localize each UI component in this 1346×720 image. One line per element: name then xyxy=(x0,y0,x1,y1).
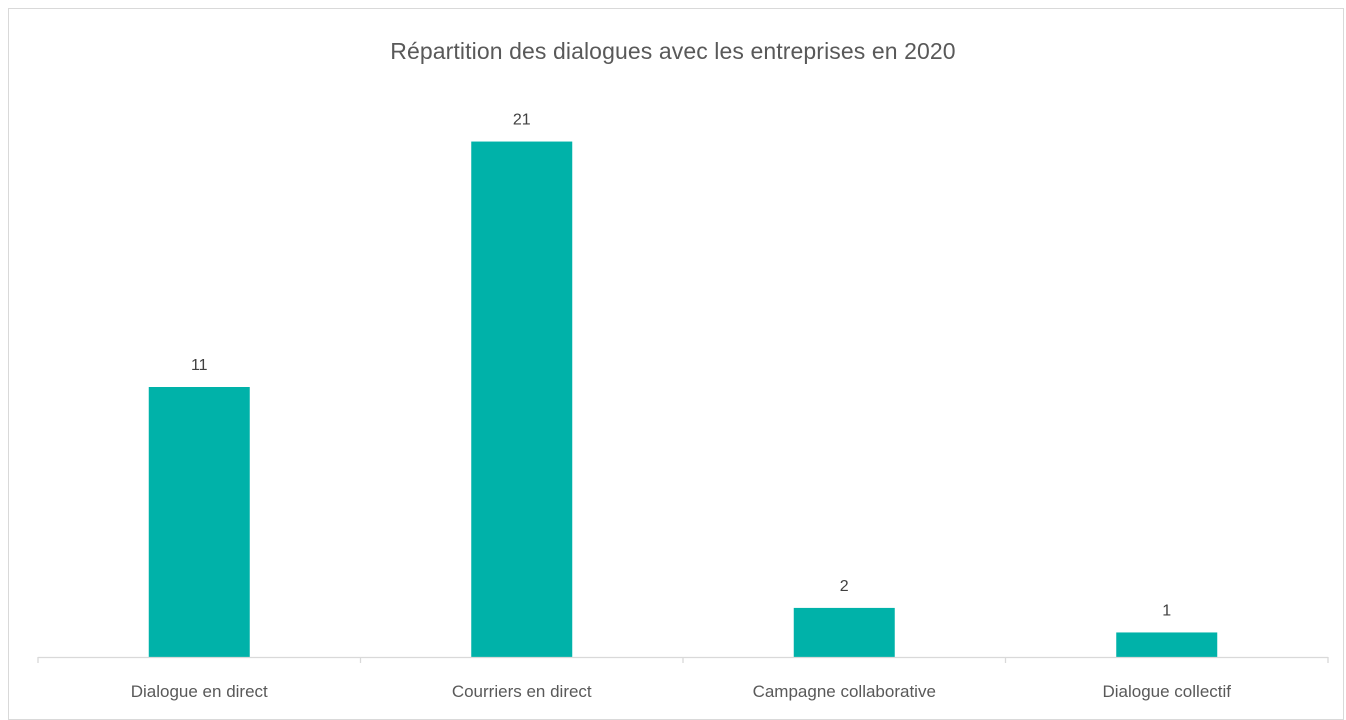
x-tick-label-0: Dialogue en direct xyxy=(131,682,268,701)
bar-1 xyxy=(471,141,573,657)
x-tick-label-3: Dialogue collectif xyxy=(1102,682,1231,701)
bar-3 xyxy=(1116,632,1218,657)
data-label-1: 21 xyxy=(513,112,531,129)
chart-title: Répartition des dialogues avec les entre… xyxy=(390,38,956,64)
x-tick-label-1: Courriers en direct xyxy=(452,682,592,701)
x-tick-labels-group: Dialogue en direct Courriers en direct Cam… xyxy=(131,682,1232,701)
bars-group xyxy=(148,141,1218,657)
data-label-0: 11 xyxy=(191,357,208,374)
x-tick-label-2: Campagne collaborative xyxy=(753,682,936,701)
data-label-3: 1 xyxy=(1162,602,1171,619)
data-label-2: 2 xyxy=(840,578,849,595)
bar-2 xyxy=(793,607,895,657)
x-axis xyxy=(37,656,1329,663)
bar-0 xyxy=(148,387,250,657)
